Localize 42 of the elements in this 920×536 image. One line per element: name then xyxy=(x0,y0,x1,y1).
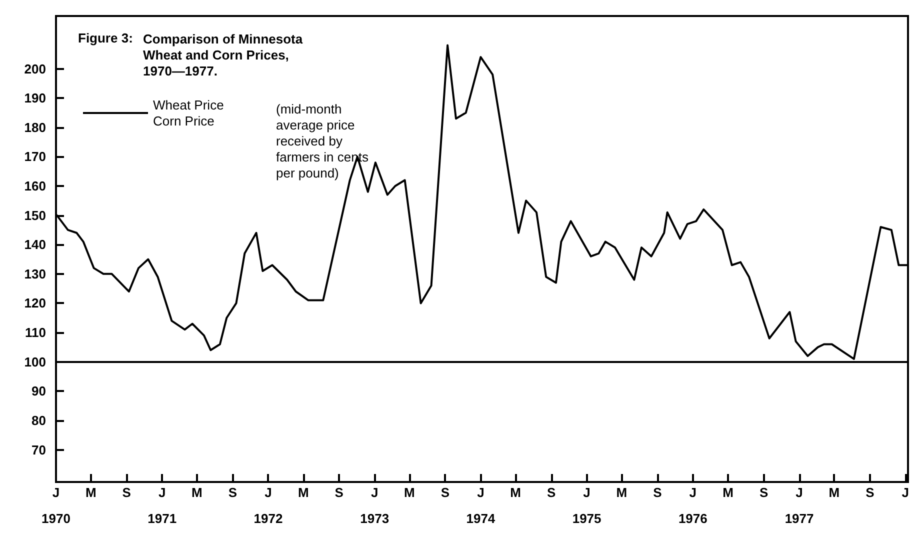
y-tick-label: 200 xyxy=(24,61,46,76)
x-tick-label: J 1970 xyxy=(42,485,70,526)
x-tick-label: J 1971 xyxy=(148,485,177,526)
y-tick-label: 120 xyxy=(24,296,46,311)
y-tick-label: 170 xyxy=(24,149,46,164)
x-tick-label: S xyxy=(334,485,344,500)
y-tick-label: 130 xyxy=(24,266,46,282)
x-tick-label: M xyxy=(828,485,840,500)
y-tick-label: 140 xyxy=(24,237,46,252)
annotation: Figure 3: xyxy=(78,30,133,46)
x-tick-label: M xyxy=(510,485,521,500)
x-tick-label: M xyxy=(192,485,202,500)
x-tick-label: S xyxy=(866,485,875,500)
x-tick-label: S xyxy=(759,485,768,500)
x-tick-label: M xyxy=(722,485,734,500)
y-tick-label: 160 xyxy=(24,178,46,194)
x-tick-label: S xyxy=(122,485,132,500)
x-tick-label: S xyxy=(440,485,450,500)
y-tick-label: 180 xyxy=(24,120,46,135)
x-tick-label: S xyxy=(546,485,556,500)
x-tick-label: M xyxy=(85,485,96,500)
x-tick-label: M xyxy=(404,485,415,500)
y-tick-label: 190 xyxy=(24,90,46,106)
x-tick-label: J xyxy=(902,485,909,500)
y-tick-label: 90 xyxy=(32,384,46,399)
y-tick-label: 100 xyxy=(24,354,46,370)
x-tick-label: S xyxy=(228,485,238,500)
x-tick-label: M xyxy=(616,485,628,500)
y-tick-label: 110 xyxy=(25,325,46,340)
legend-label: Wheat Price Corn Price xyxy=(153,98,224,128)
x-tick-label: J 1975 xyxy=(572,485,602,526)
x-tick-label: J 1972 xyxy=(254,485,283,526)
x-tick-label: J 1973 xyxy=(360,485,390,526)
x-tick-label: J 1976 xyxy=(678,485,708,526)
x-tick-label: J 1974 xyxy=(466,485,496,526)
x-tick-label: M xyxy=(298,485,309,500)
text: Comparison of Minnesota Wheat and Corn Prices, 1970—1977. xyxy=(143,32,304,78)
y-tick-label: 80 xyxy=(32,412,46,428)
y-tick-label: 150 xyxy=(24,208,46,223)
x-tick-label: S xyxy=(653,485,662,500)
y-tick-label: 70 xyxy=(32,442,46,458)
x-tick-label: J 1977 xyxy=(784,485,814,526)
